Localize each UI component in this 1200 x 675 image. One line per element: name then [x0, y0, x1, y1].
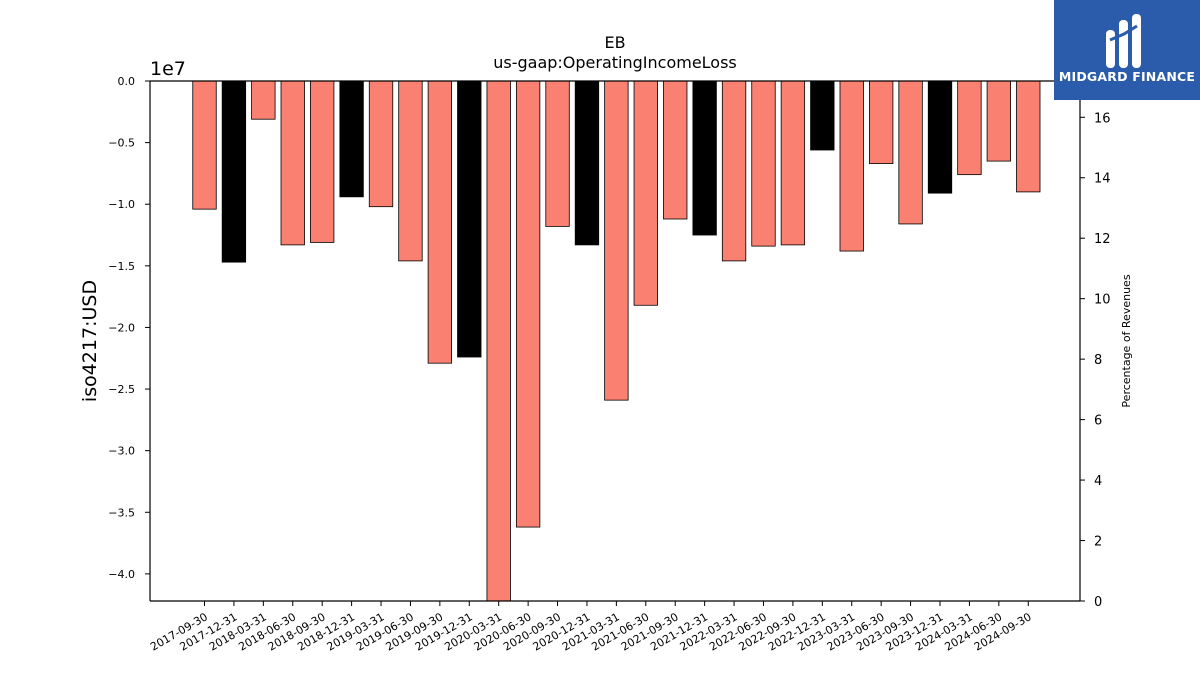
y2-tick-label: 14 [1094, 172, 1111, 187]
bar-2019-12-31 [457, 80, 482, 358]
bar-2020-06-30 [515, 80, 541, 528]
y2-tick-label: 6 [1094, 414, 1102, 429]
bar-2020-09-30 [545, 80, 570, 227]
bar-2022-12-31 [810, 80, 835, 151]
y2-tick-label: 12 [1094, 232, 1111, 247]
bar-2023-06-30 [869, 80, 894, 164]
bar-2024-03-31 [957, 80, 982, 176]
bar-2017-09-30 [192, 80, 217, 210]
y-tick-label: −2.0 [108, 321, 135, 334]
bar-2022-06-30 [751, 80, 776, 247]
bar-2021-12-31 [692, 80, 717, 236]
y-scale-label: 1e7 [150, 58, 186, 80]
bar-2018-06-30 [280, 80, 305, 246]
y-tick-label: −3.5 [108, 506, 135, 519]
midgard-finance-logo: MIDGARD FINANCE [1054, 0, 1200, 100]
bar-2017-12-31 [221, 80, 247, 263]
bar-2023-12-31 [927, 80, 953, 194]
y-tick-label: −2.5 [108, 383, 135, 396]
y-tick-label: −1.0 [108, 198, 135, 211]
bar-2020-12-31 [574, 80, 600, 246]
y2-tick-label: 8 [1094, 353, 1102, 368]
bar-2021-09-30 [663, 80, 688, 220]
bar-2020-03-31 [486, 80, 511, 602]
bar-2019-09-30 [427, 80, 453, 364]
bar-2019-06-30 [398, 80, 423, 262]
bar-2018-12-31 [339, 80, 364, 198]
midgard-logo-icon [1106, 14, 1141, 68]
bar-2022-03-31 [721, 80, 747, 262]
chart-title: EB [604, 33, 625, 52]
y-tick-label: 0.0 [118, 75, 136, 88]
bar-2021-06-30 [633, 80, 658, 306]
bar-2019-03-31 [368, 80, 394, 208]
y2-tick-label: 16 [1094, 111, 1111, 126]
bar-2018-03-31 [251, 80, 276, 120]
y-tick-label: −3.0 [108, 445, 135, 458]
y2-tick-label: 10 [1094, 293, 1111, 308]
y2-tick-label: 4 [1094, 474, 1102, 489]
bar-2022-09-30 [780, 80, 806, 246]
y2-tick-label: 0 [1094, 595, 1102, 610]
bar-2023-09-30 [898, 80, 923, 225]
y-axis-label: iso4217:USD [79, 280, 101, 402]
bar-2024-09-30 [1016, 80, 1041, 193]
bar-2018-09-30 [310, 80, 335, 243]
chart-subtitle: us-gaap:OperatingIncomeLoss [493, 53, 737, 72]
bar-2021-03-31 [604, 80, 629, 401]
bar-2024-06-30 [986, 80, 1011, 162]
y-tick-label: −0.5 [108, 137, 135, 150]
bar-2023-03-31 [839, 80, 864, 252]
y-tick-label: −4.0 [108, 568, 135, 581]
y2-tick-label: 2 [1094, 535, 1102, 550]
y-tick-label: −1.5 [108, 260, 135, 273]
logo-text: MIDGARD FINANCE [1058, 69, 1196, 84]
y2-axis-label: Percentage of Revenues [1120, 274, 1133, 407]
